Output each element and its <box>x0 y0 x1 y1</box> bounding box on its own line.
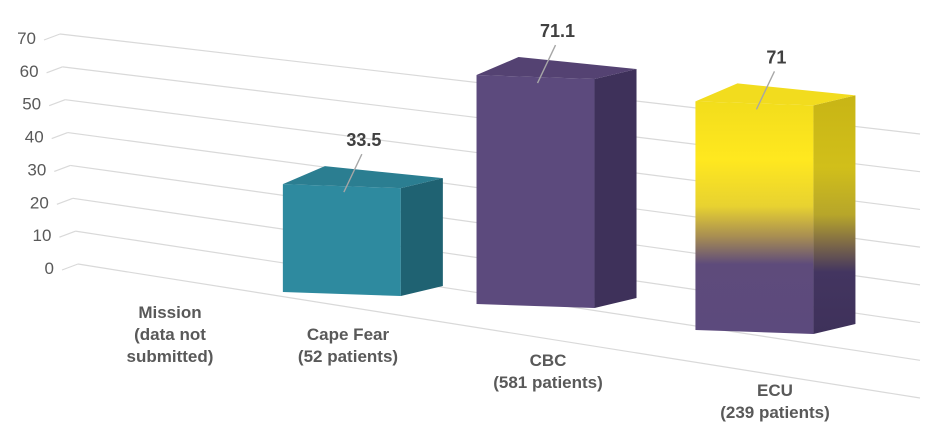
y-tick-label: 10 <box>33 226 52 245</box>
category-label: ECU (239 patients) <box>720 381 830 422</box>
bar-top <box>695 83 856 106</box>
data-label: 71.1 <box>540 21 575 41</box>
y-tick-label: 30 <box>27 160 46 179</box>
gridline <box>77 263 921 399</box>
category-label: Cape Fear (52 patients) <box>298 325 398 366</box>
leader-line <box>343 153 363 193</box>
data-label-leaders <box>343 44 776 193</box>
y-tick-label: 50 <box>22 95 41 114</box>
y-tick-label: 40 <box>25 128 44 147</box>
y-tick-label: 0 <box>45 259 54 278</box>
gridline-stub <box>59 230 76 238</box>
category-label: CBC (581 patients) <box>493 351 603 392</box>
bar-front <box>695 101 814 334</box>
y-tick-label: 20 <box>30 193 49 212</box>
gridline-stub <box>46 66 63 74</box>
bar-side <box>400 178 443 296</box>
gridline-stub <box>54 164 71 172</box>
gridline-stub <box>61 263 79 271</box>
y-tick-label: 70 <box>17 29 36 48</box>
gridline-stub <box>56 197 74 205</box>
bar-front <box>282 184 401 296</box>
gridline-stub <box>43 33 61 41</box>
leader-line <box>536 44 557 84</box>
leader-line <box>755 71 776 110</box>
gridline-stub <box>51 132 68 140</box>
category-label: Mission (data not submitted) <box>127 303 214 366</box>
data-label: 33.5 <box>346 130 381 150</box>
bar-front <box>476 75 595 308</box>
gridline-stub <box>48 99 66 107</box>
bar-side <box>594 69 637 308</box>
category-labels: Mission (data not submitted) Cape Fear (52 p… <box>127 303 830 422</box>
data-labels: 33.5 71.1 71 <box>346 21 786 150</box>
data-label: 71 <box>766 47 786 67</box>
bar-top <box>476 57 637 80</box>
y-tick-label: 60 <box>20 62 39 81</box>
bars <box>282 57 856 334</box>
bar-top <box>282 166 443 189</box>
bar-side <box>813 95 856 334</box>
y-axis-ticks: 0 10 20 30 40 50 60 70 <box>17 29 54 278</box>
